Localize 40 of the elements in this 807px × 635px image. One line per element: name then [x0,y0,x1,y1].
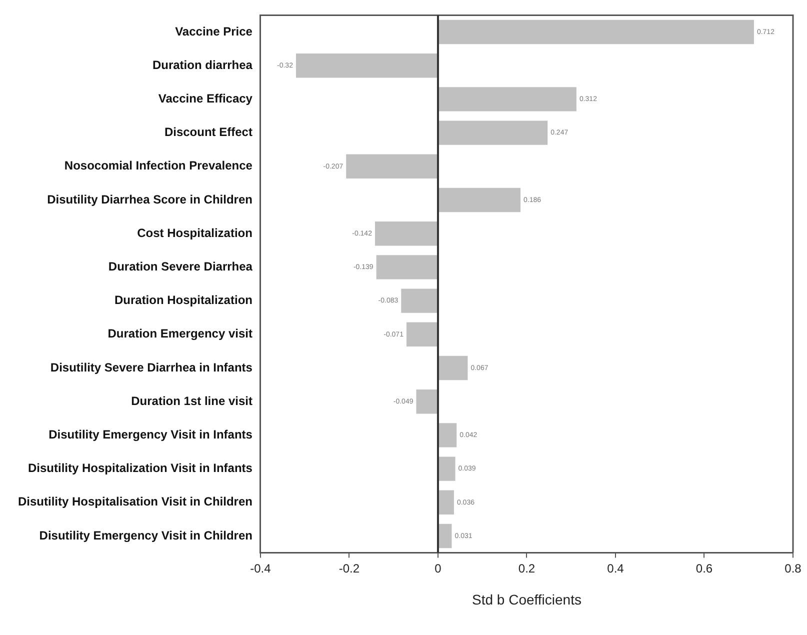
y-tick-label: Disutility Emergency Visit in Infants [48,428,253,442]
bar [438,188,521,212]
bar [438,20,754,44]
bar [374,222,438,246]
x-tick-label: 0.8 [784,561,802,576]
bar [438,87,576,112]
y-tick-label: Duration Emergency visit [108,326,252,341]
x-tick-label: -0.4 [250,561,272,576]
x-tick-label: 0.4 [607,561,624,576]
y-tick-label: Vaccine Price [175,24,253,38]
bar [438,524,452,548]
y-tick-label: Duration Severe Diarrhea [108,260,253,274]
y-tick-label: Discount Effect [164,125,252,140]
bar [438,120,548,145]
bar [416,390,438,414]
y-tick-label: Disutility Emergency Visit in Children [39,528,252,542]
y-tick-label: Disutility Diarrhea Score in Children [47,192,252,206]
x-tick-label: 0 [434,561,442,576]
bar [438,423,457,448]
bar [346,154,438,178]
x-tick-label: 0.2 [518,561,536,576]
y-tick-label: Disutility Severe Diarrhea in Infants [50,360,253,374]
y-tick-label: Nosocomial Infection Prevalence [64,158,253,173]
bar [438,456,456,481]
bar [401,288,438,313]
bar [438,490,454,514]
x-tick-label: -0.2 [338,561,360,576]
y-tick-label: Duration Hospitalization [114,293,252,308]
x-axis-title: Std b Coefficients [472,591,582,608]
x-tick-label: 0.6 [696,561,713,576]
y-tick-label: Duration diarrhea [152,58,253,72]
bar [438,356,468,380]
bar [296,54,438,78]
y-tick-label: Disutility Hospitalisation Visit in Children [18,494,252,509]
bar [406,322,438,346]
y-tick-label: Vaccine Efficacy [158,92,253,106]
y-tick-label: Disutility Hospitalization Visit in Infants [28,461,253,476]
y-tick-label: Duration 1st line visit [131,394,252,408]
bar [376,255,438,280]
y-tick-label: Cost Hospitalization [137,226,252,240]
